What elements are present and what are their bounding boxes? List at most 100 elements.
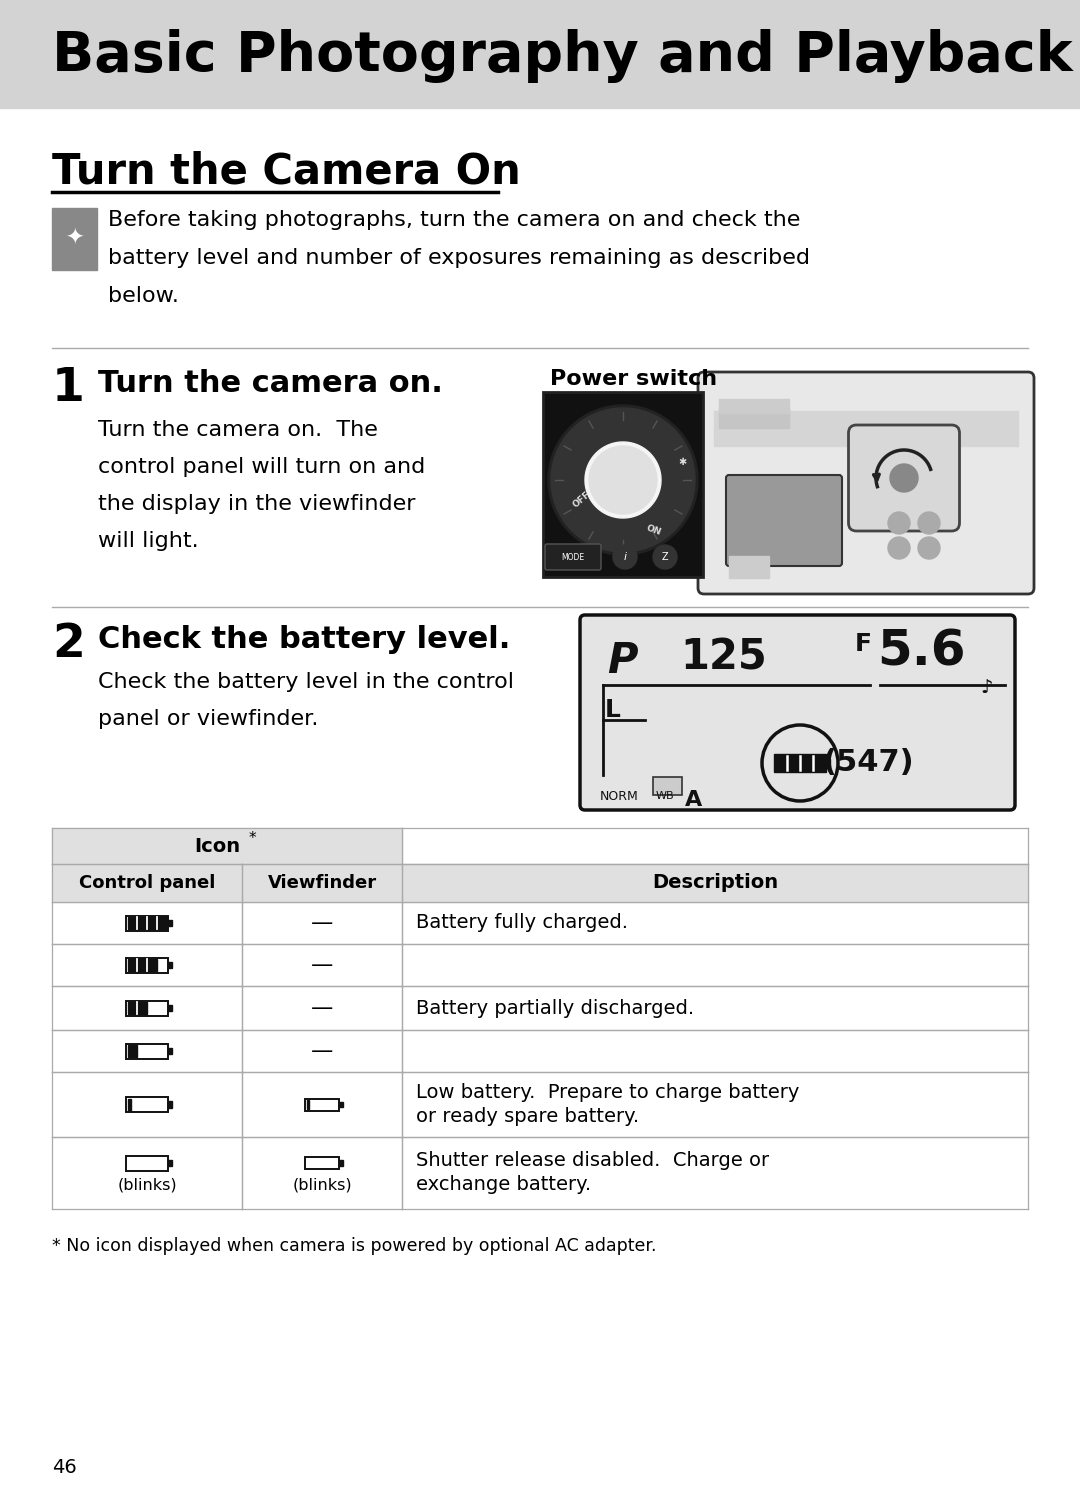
Bar: [339, 1161, 342, 1165]
Bar: [168, 920, 172, 926]
Text: ON: ON: [645, 523, 662, 536]
Text: Shutter release disabled.  Charge or: Shutter release disabled. Charge or: [416, 1152, 769, 1171]
Text: * No icon displayed when camera is powered by optional AC adapter.: * No icon displayed when camera is power…: [52, 1236, 657, 1256]
Bar: [52, 987, 242, 1030]
Bar: [402, 863, 1028, 902]
Text: Turn the Camera On: Turn the Camera On: [52, 150, 521, 192]
Bar: [52, 863, 242, 902]
Bar: [126, 1156, 168, 1171]
Text: panel or viewfinder.: panel or viewfinder.: [98, 709, 319, 730]
Bar: [543, 392, 703, 577]
Circle shape: [888, 513, 910, 533]
Bar: [52, 828, 402, 863]
Text: —: —: [311, 955, 334, 975]
Text: the display in the viewfinder: the display in the viewfinder: [98, 493, 416, 514]
Bar: [774, 753, 826, 773]
Bar: [826, 759, 831, 767]
Polygon shape: [585, 441, 661, 519]
Text: 2: 2: [52, 623, 85, 667]
Circle shape: [918, 536, 940, 559]
Bar: [719, 400, 789, 413]
Bar: [0, 0, 1080, 108]
Text: exchange battery.: exchange battery.: [416, 1175, 591, 1195]
Bar: [127, 917, 166, 929]
Text: Power switch: Power switch: [550, 369, 717, 389]
Text: i: i: [623, 551, 626, 562]
Bar: [242, 1137, 402, 1210]
Text: (blinks): (blinks): [293, 1177, 352, 1192]
Polygon shape: [890, 464, 918, 492]
Bar: [52, 208, 97, 270]
Bar: [402, 1030, 1028, 1071]
Bar: [168, 961, 172, 969]
Bar: [242, 1030, 402, 1071]
Text: Battery fully charged.: Battery fully charged.: [416, 914, 627, 933]
FancyBboxPatch shape: [726, 476, 842, 566]
Bar: [242, 863, 402, 902]
Bar: [402, 1137, 1028, 1210]
Text: Check the battery level in the control: Check the battery level in the control: [98, 672, 514, 692]
FancyBboxPatch shape: [652, 777, 681, 795]
Bar: [126, 1000, 168, 1015]
Text: Turn the camera on.  The: Turn the camera on. The: [98, 421, 378, 440]
Text: 125: 125: [680, 636, 767, 678]
Bar: [719, 409, 789, 428]
Bar: [127, 958, 157, 970]
Bar: [242, 902, 402, 944]
Text: will light.: will light.: [98, 531, 199, 551]
Text: Low battery.  Prepare to charge battery: Low battery. Prepare to charge battery: [416, 1083, 799, 1103]
Polygon shape: [555, 412, 691, 548]
Text: battery level and number of exposures remaining as described: battery level and number of exposures re…: [108, 248, 810, 267]
Polygon shape: [559, 416, 687, 544]
FancyBboxPatch shape: [545, 544, 600, 571]
Text: (blinks): (blinks): [118, 1177, 177, 1192]
Text: P: P: [607, 640, 637, 682]
Bar: [305, 1158, 339, 1169]
Bar: [729, 556, 769, 578]
Bar: [127, 1002, 147, 1013]
Bar: [126, 915, 168, 930]
Text: MODE: MODE: [562, 553, 584, 562]
FancyBboxPatch shape: [849, 425, 959, 531]
Bar: [242, 987, 402, 1030]
Text: 1: 1: [52, 366, 85, 412]
Text: F: F: [855, 632, 872, 655]
Text: or ready spare battery.: or ready spare battery.: [416, 1107, 639, 1126]
Text: —: —: [311, 1042, 334, 1061]
Text: —: —: [311, 912, 334, 933]
Polygon shape: [551, 409, 696, 551]
FancyBboxPatch shape: [698, 372, 1034, 594]
Text: 46: 46: [52, 1458, 77, 1477]
Bar: [307, 1100, 309, 1109]
Bar: [52, 944, 242, 987]
Bar: [402, 944, 1028, 987]
Bar: [168, 1048, 172, 1054]
Bar: [714, 412, 1018, 446]
Bar: [402, 902, 1028, 944]
Circle shape: [613, 545, 637, 569]
Text: Turn the camera on.: Turn the camera on.: [98, 369, 443, 398]
Bar: [126, 957, 168, 972]
Text: (547): (547): [822, 747, 914, 777]
Text: control panel will turn on and: control panel will turn on and: [98, 458, 426, 477]
Text: L: L: [605, 698, 621, 722]
Bar: [52, 1030, 242, 1071]
Bar: [339, 1101, 342, 1107]
FancyBboxPatch shape: [580, 615, 1015, 810]
Bar: [402, 1071, 1028, 1137]
Text: Basic Photography and Playback: Basic Photography and Playback: [52, 30, 1072, 83]
Bar: [52, 1137, 242, 1210]
Text: OFF: OFF: [571, 490, 592, 510]
Bar: [52, 1071, 242, 1137]
Text: Check the battery level.: Check the battery level.: [98, 626, 511, 654]
Text: —: —: [311, 999, 334, 1018]
Bar: [126, 1043, 168, 1058]
Text: Description: Description: [652, 874, 778, 893]
Bar: [402, 828, 1028, 863]
Text: below.: below.: [108, 285, 179, 306]
Bar: [168, 1101, 172, 1107]
Bar: [168, 1159, 172, 1167]
Text: A: A: [685, 791, 702, 810]
Text: Battery partially discharged.: Battery partially discharged.: [416, 999, 694, 1018]
Bar: [52, 902, 242, 944]
